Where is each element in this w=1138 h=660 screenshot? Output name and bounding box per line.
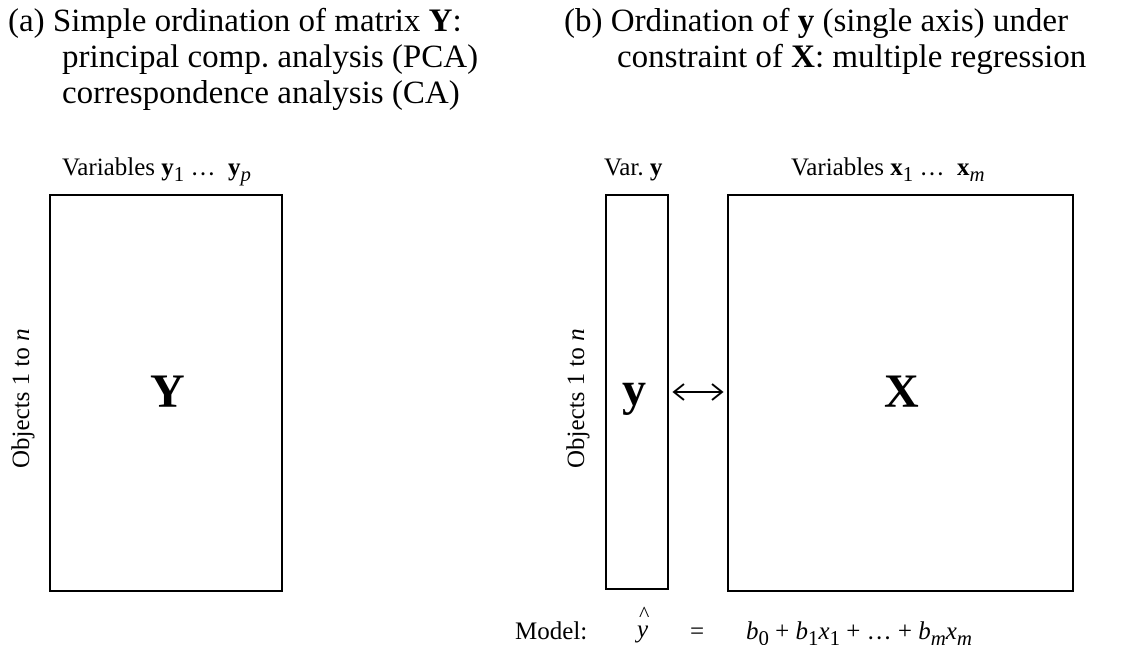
model-xm-sub: m: [956, 626, 972, 650]
model-lhs-hat: ^: [639, 601, 650, 626]
x-first-symbol: x: [890, 154, 903, 181]
x-columns-prefix: Variables: [791, 154, 885, 181]
model-x1: x: [818, 618, 830, 645]
model-plus-2: +: [846, 618, 861, 645]
col-first-symbol: y: [161, 154, 174, 181]
rows-label-text: Objects 1 to: [8, 347, 35, 468]
panel-b-var-y-label: Var. y: [604, 154, 662, 182]
panel-a-title-colon: :: [452, 3, 462, 39]
model-plus-1: +: [775, 618, 790, 645]
model-b0-sub: 0: [758, 626, 769, 650]
col-last-symbol: y: [227, 154, 241, 181]
model-equals: =: [690, 618, 705, 645]
panel-b-title-y-symbol: y: [797, 3, 815, 39]
panel-b-title2-x-symbol: X: [791, 39, 815, 75]
model-b1: b: [795, 618, 809, 645]
panel-a-title-line2: principal comp. analysis (PCA): [62, 39, 479, 75]
var-y-symbol: y: [649, 154, 663, 181]
matrix-x-box: [727, 194, 1074, 592]
x-last-symbol: x: [956, 154, 970, 181]
panel-b-title2-suffix: : multiple regression: [814, 39, 1087, 75]
matrix-y-box: [49, 194, 283, 592]
panel-b-x-columns-label: Variables x1 … xm: [791, 154, 985, 188]
matrix-x-symbol: X: [884, 365, 919, 418]
model-b1-sub: 1: [808, 626, 819, 650]
model-bm: b: [918, 618, 931, 645]
panel-a-title-line1: (a) Simple ordination of matrix Y:: [8, 3, 462, 39]
x-first-sub: 1: [902, 162, 914, 186]
columns-prefix: Variables: [62, 154, 156, 181]
model-plus-3: +: [897, 618, 912, 645]
rows-label-text: Objects 1 to: [563, 347, 590, 468]
model-bm-sub: m: [930, 626, 946, 650]
panel-a-title-prefix: Simple ordination of matrix: [52, 3, 421, 39]
rows-label-n: n: [8, 328, 35, 341]
col-first-sub: 1: [173, 162, 185, 186]
double-arrow-icon: [672, 383, 724, 401]
panel-b-title-line1: (b) Ordination of y (single axis) under: [564, 3, 1068, 39]
model-xm: x: [945, 618, 957, 645]
panel-b-letter: (b): [564, 3, 603, 39]
col-last-sub: p: [240, 162, 251, 186]
model-rhs: b0 + b1x1 + … + bmxm: [746, 618, 972, 652]
panel-a-title-matrix-symbol: Y: [428, 3, 453, 39]
panel-b-title2-prefix: constraint of: [617, 39, 783, 75]
rows-label-n: n: [563, 328, 590, 341]
x-columns-ellipsis: …: [919, 154, 945, 181]
panel-b-title-suffix: (single axis) under: [822, 3, 1069, 39]
columns-ellipsis: …: [190, 154, 216, 181]
model-lhs-y: y: [637, 616, 649, 643]
matrix-y-symbol: Y: [150, 365, 185, 418]
panel-b-title-line2: constraint of X: multiple regression: [617, 39, 1086, 75]
panel-a-rows-label: Objects 1 to n: [8, 328, 36, 468]
vector-y-symbol: y: [622, 363, 646, 416]
model-x1-sub: 1: [829, 626, 840, 650]
x-last-sub: m: [969, 162, 985, 186]
panel-a-letter: (a): [8, 3, 45, 39]
var-y-prefix: Var.: [604, 154, 644, 181]
model-b0: b: [746, 618, 759, 645]
panel-a-columns-label: Variables y1 … yp: [62, 154, 251, 188]
panel-b-title-prefix: Ordination of: [610, 3, 790, 39]
panel-a-title-line3: correspondence analysis (CA): [62, 75, 460, 111]
panel-b-rows-label: Objects 1 to n: [563, 328, 591, 468]
model-dots: …: [866, 618, 892, 645]
model-lhs: ^ y: [637, 601, 649, 644]
model-label: Model:: [515, 618, 588, 645]
vector-y-box: [605, 194, 669, 590]
